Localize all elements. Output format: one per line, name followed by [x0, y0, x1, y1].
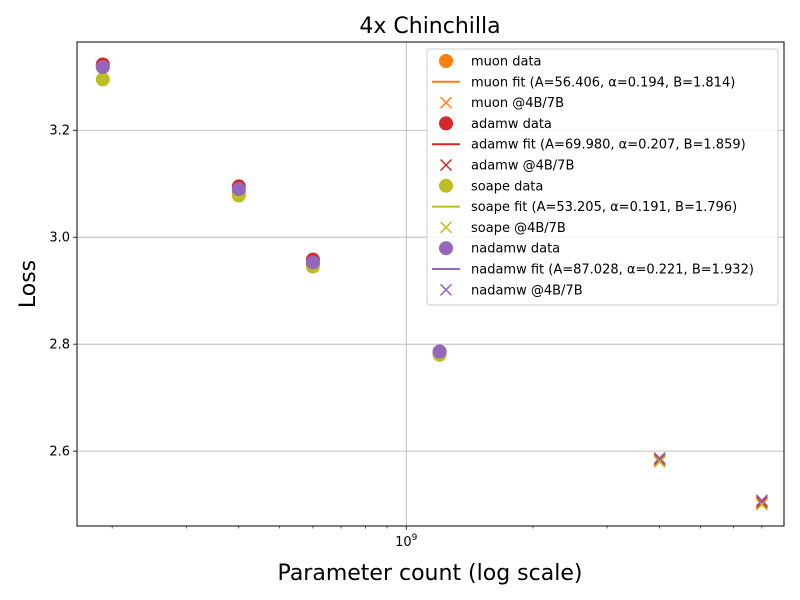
y-axis-label: Loss — [16, 260, 41, 308]
muon-legend-extra-label: muon @4B/7B — [471, 96, 564, 111]
nadamw-extra-point — [755, 494, 768, 507]
muon-legend-cross-marker — [439, 96, 453, 109]
soape-legend-extra: soape @4B/7B — [439, 221, 566, 236]
muon-extra-point-stroke — [653, 454, 666, 467]
nadamw-legend-circle-marker — [439, 241, 453, 256]
adamw-legend-circle-marker — [439, 116, 453, 131]
nadamw-data-point — [305, 255, 320, 270]
soape-legend-cross-marker — [439, 221, 453, 234]
soape-data-point — [95, 72, 110, 87]
adamw-legend-data: adamw data — [439, 116, 552, 132]
nadamw-legend-fit-label: nadamw fit (A=87.028, α=0.221, B=1.932) — [471, 263, 754, 278]
adamw-extra-point-stroke — [653, 453, 666, 466]
muon-extra-point — [755, 496, 768, 510]
soape-extra-point — [755, 498, 768, 511]
data-points — [95, 57, 768, 511]
y-tick-label: 3.2 — [49, 124, 70, 139]
soape-legend-circle-marker — [439, 178, 453, 193]
adamw-legend-fit-label: adamw fit (A=69.980, α=0.207, B=1.859) — [471, 138, 746, 153]
muon-extra-point — [653, 454, 666, 467]
muon-legend-extra: muon @4B/7B — [439, 96, 564, 111]
soape-legend-extra-label: soape @4B/7B — [471, 221, 566, 236]
adamw-extra-point — [755, 495, 768, 508]
adamw-legend-cross-marker — [439, 158, 453, 172]
nadamw-data-point — [95, 60, 110, 75]
muon-legend-fit: muon fit (A=56.406, α=0.194, B=1.814) — [432, 75, 735, 90]
nadamw-extra-point-stroke — [653, 452, 666, 465]
muon-legend-data-label: muon data — [471, 55, 542, 70]
y-tick-label: 2.8 — [49, 338, 70, 353]
legend: muon data muon fit (A=56.406, α=0.194, B=… — [426, 48, 779, 306]
y-tick-label: 2.6 — [49, 445, 70, 460]
x-axis-label: Parameter count (log scale) — [278, 561, 583, 586]
y-tick-label: 3.0 — [49, 231, 70, 246]
chart-title: 4x Chinchilla — [359, 14, 500, 39]
adamw-extra-point-stroke — [755, 495, 768, 508]
soape-legend-data-label: soape data — [471, 179, 543, 194]
nadamw-extra-point — [653, 452, 666, 465]
nadamw-extra-point-stroke — [755, 494, 768, 507]
nadamw-legend-extra: nadamw @4B/7B — [439, 283, 583, 298]
nadamw-legend-fit: nadamw fit (A=87.028, α=0.221, B=1.932) — [432, 263, 754, 278]
soape-legend-data: soape data — [439, 178, 543, 194]
muon-legend-data: muon data — [439, 54, 542, 70]
nadamw-legend-extra-label: nadamw @4B/7B — [471, 283, 583, 298]
legend-frame — [426, 48, 779, 306]
soape-legend-fit: soape fit (A=53.205, α=0.191, B=1.796) — [432, 200, 737, 215]
plot-frame — [76, 41, 785, 527]
nadamw-legend-cross-marker — [439, 283, 453, 296]
nadamw-legend-data: nadamw data — [439, 241, 560, 257]
muon-legend-circle-marker — [439, 54, 453, 68]
x-tick-exponent: 9 — [412, 533, 418, 543]
soape-extra-point-stroke — [653, 455, 666, 468]
nadamw-legend-data-label: nadamw data — [471, 242, 560, 257]
adamw-legend-extra: adamw @4B/7B — [439, 158, 574, 174]
muon-extra-point-stroke — [755, 496, 768, 510]
adamw-legend-data-label: adamw data — [471, 117, 552, 132]
adamw-extra-point — [653, 453, 666, 466]
muon-legend-fit-label: muon fit (A=56.406, α=0.194, B=1.814) — [471, 75, 735, 90]
adamw-legend-fit: adamw fit (A=69.980, α=0.207, B=1.859) — [432, 138, 746, 153]
soape-extra-point-stroke — [755, 498, 768, 511]
soape-extra-point — [653, 455, 666, 468]
nadamw-data-point — [432, 344, 447, 359]
adamw-legend-extra-label: adamw @4B/7B — [471, 159, 574, 174]
nadamw-data-point — [231, 182, 246, 197]
soape-legend-fit-label: soape fit (A=53.205, α=0.191, B=1.796) — [471, 200, 737, 215]
